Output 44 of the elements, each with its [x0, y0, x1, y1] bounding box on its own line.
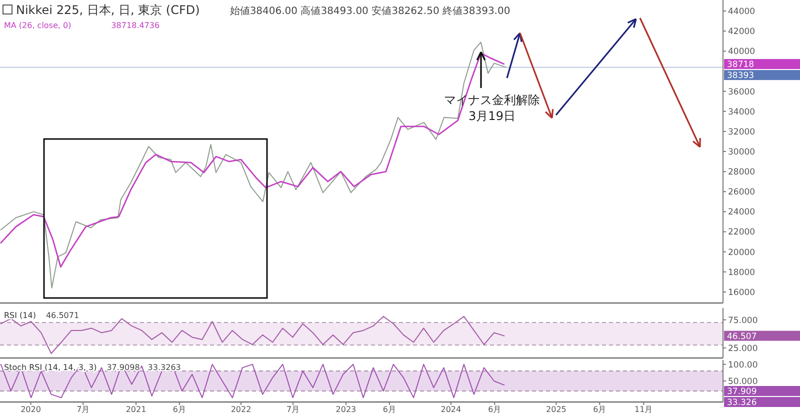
y-tick-label: 30000 — [728, 147, 756, 158]
x-tick-label: 2024 — [440, 405, 462, 414]
annotation: 38718.4736 — [111, 21, 160, 30]
x-tick-label: 6月 — [382, 405, 396, 414]
x-tick-label: 6月 — [488, 405, 502, 414]
y-tick-label: 18000 — [728, 268, 756, 278]
x-tick-label: 2023 — [336, 405, 356, 414]
y-tick-label: 26000 — [728, 188, 756, 198]
y-tick-label: 50.000 — [728, 376, 758, 387]
text: 始値38406.00 高値38493.00 安値38262.50 終値38393.00 — [230, 5, 510, 17]
y-tick-label: 20000 — [728, 248, 756, 258]
x-tick-label: 11月 — [634, 405, 653, 414]
x-tick-label: 2025 — [546, 405, 566, 414]
annotation: 38718 — [727, 60, 754, 70]
y-tick-label: 16000 — [728, 288, 756, 298]
y-tick-label: 36000 — [728, 87, 756, 98]
y-tick-label: 44000 — [728, 7, 756, 18]
x-tick-label: 2020 — [20, 405, 41, 414]
x-tick-label: 2022 — [230, 405, 252, 414]
annotation: 46.5071 — [46, 311, 80, 320]
y-tick-label: 100.00 — [728, 360, 758, 370]
ref-line-label: 38393 — [727, 71, 754, 82]
y-tick-label: 32000 — [728, 127, 756, 138]
y-tick-label: 24000 — [728, 208, 756, 218]
y-tick-label: 22000 — [728, 228, 756, 238]
annotation: 3月19日 — [468, 109, 516, 123]
annotation: 33.326 — [727, 398, 757, 408]
y-tick-label: 40000 — [728, 47, 756, 58]
x-tick-label: 7月 — [76, 405, 90, 414]
y-tick-label: 34000 — [728, 107, 756, 118]
x-tick-label: 2021 — [126, 405, 146, 414]
y-tick-label: 42000 — [728, 27, 756, 38]
line-series — [0, 364, 505, 398]
y-tick-label: 28000 — [728, 168, 756, 178]
x-tick-label: 6月 — [593, 405, 606, 414]
y-tick-label: 75.000 — [728, 316, 758, 326]
annotation: 37.909 — [727, 386, 757, 397]
text: MA (26, close, 0) — [4, 21, 72, 30]
chart-title: Nikkei 225, 日本, 日, 東京 (CFD) — [16, 3, 200, 17]
x-tick-label: 7月 — [286, 405, 300, 414]
chart-title: RSI (14) — [4, 311, 36, 320]
y-tick-label: 25.000 — [728, 344, 758, 354]
x-tick-label: 6月 — [172, 405, 186, 414]
annotation: 46.507 — [727, 332, 757, 342]
